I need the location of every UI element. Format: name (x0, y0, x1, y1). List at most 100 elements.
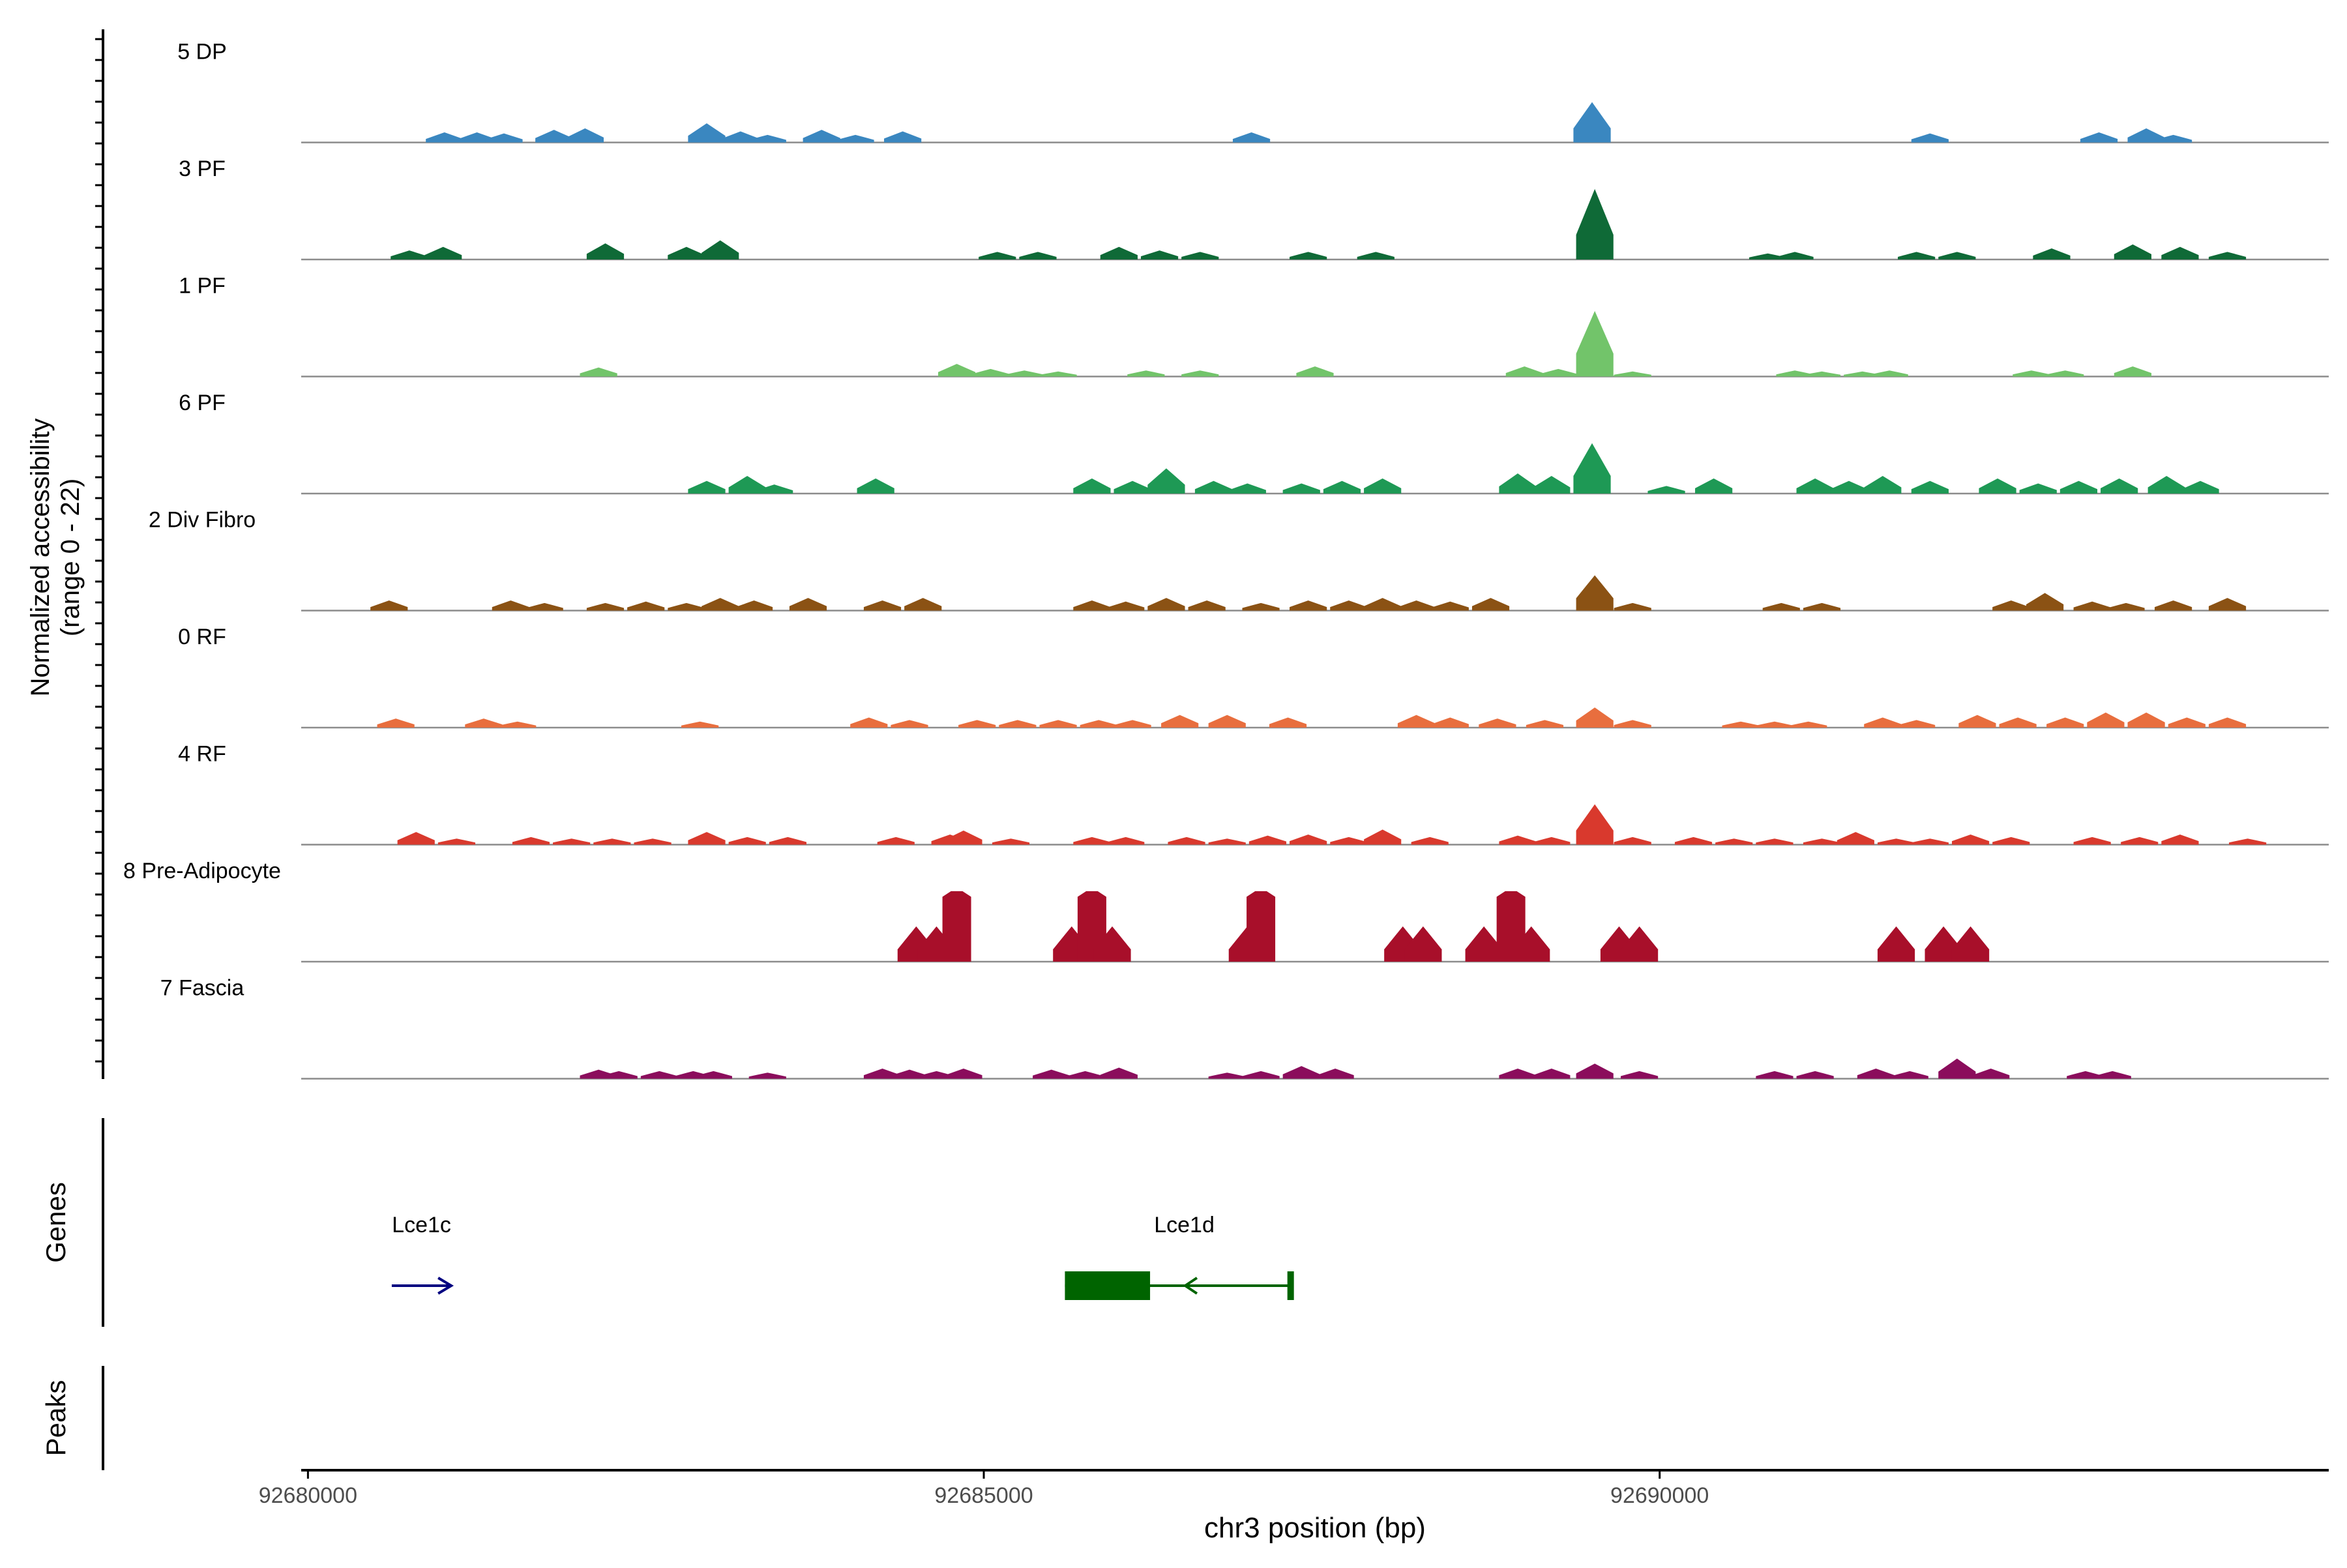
gene-arrow (437, 1277, 454, 1295)
coverage-peak (1756, 721, 1793, 728)
coverage-peak (1107, 601, 1145, 611)
coverage-peak (1140, 250, 1179, 259)
coverage-peak (2208, 252, 2247, 259)
coverage-peak (728, 475, 766, 494)
coverage-peak (1756, 838, 1793, 845)
coverage-peak (525, 602, 563, 611)
coverage-peak (1614, 371, 1651, 377)
coverage-peak (1576, 575, 1614, 611)
coverage-peak (2114, 244, 2151, 259)
coverage-peak (2019, 483, 2057, 494)
coverage-peak (397, 832, 435, 845)
coverage-peak (1864, 475, 1902, 494)
coverage-peak (1864, 717, 1902, 728)
x-axis-title: chr3 position (bp) (1204, 1512, 1426, 1544)
coverage-peak (688, 481, 726, 494)
coverage-peak (1796, 478, 1834, 494)
coverage-peak (1499, 1069, 1537, 1079)
coverage-peak (1431, 601, 1469, 611)
coverage-peak (2208, 717, 2247, 728)
coverage-peak (1282, 483, 1320, 494)
coverage-peak (1762, 602, 1800, 611)
coverage-peak (1247, 891, 1276, 962)
track-label: 4 RF (178, 742, 226, 767)
coverage-peak (1837, 832, 1874, 845)
coverage-peak (1911, 133, 1949, 143)
coverage-peak (1005, 370, 1043, 377)
coverage-peak (1674, 836, 1713, 845)
coverage-peak (465, 718, 503, 728)
coverage-peak (1364, 598, 1402, 611)
coverage-peak (1290, 600, 1327, 611)
coverage-peak (1576, 804, 1614, 845)
coverage-peak (945, 1069, 982, 1079)
coverage-peak (640, 1071, 679, 1079)
coverage-peak (1576, 311, 1614, 377)
coverage-peak (701, 598, 739, 611)
coverage-peak (863, 600, 902, 611)
coverage-peak (1790, 721, 1827, 728)
coverage-peak (593, 838, 631, 845)
gene-Lce1c: Lce1c (391, 1213, 454, 1295)
coverage-peak (891, 720, 928, 728)
coverage-peak (2073, 836, 2111, 845)
x-tick-label: 92685000 (934, 1483, 1033, 1508)
coverage-peak (2121, 836, 2159, 845)
coverage-peak (2127, 712, 2165, 728)
coverage-peak (1911, 481, 1949, 494)
coverage-peak (1290, 835, 1327, 845)
coverage-peak (1093, 926, 1131, 962)
coverage-peak (1776, 252, 1814, 259)
coverage-peak (1958, 715, 1996, 728)
coverage-peak (958, 720, 996, 728)
coverage-peak (2059, 481, 2098, 494)
coverage-peak (2087, 712, 2125, 728)
coverage-peak (424, 246, 462, 259)
coverage-peak (694, 1071, 732, 1079)
coverage-peak (2154, 600, 2192, 611)
coverage-peak (1756, 1071, 1793, 1079)
coverage-peak (735, 600, 773, 611)
coverage-peak (1539, 368, 1577, 377)
coverage-peak (789, 598, 827, 611)
track-label: 3 PF (179, 156, 226, 181)
coverage-peak (1614, 602, 1651, 611)
coverage-peak (1614, 836, 1651, 845)
coverage-peak (1208, 715, 1246, 728)
coverage-peak (1533, 836, 1571, 845)
coverage-peak (1296, 366, 1334, 377)
coverage-peak (566, 128, 604, 143)
coverage-peak (1951, 835, 1990, 845)
y-axis-ticks (95, 38, 103, 1063)
coverage-peak (1290, 252, 1327, 259)
coverage-peak (634, 838, 672, 845)
coverage-peak (1073, 478, 1111, 494)
coverage-peak (2033, 248, 2071, 259)
coverage-peak (1999, 717, 2037, 728)
coverage-peak (850, 717, 888, 728)
coverage-peak (701, 240, 739, 259)
coverage-peak (1100, 246, 1138, 259)
coverage-peak (877, 836, 915, 845)
coverage-peak (1411, 836, 1449, 845)
coverage-peak (1039, 371, 1077, 377)
y-axis-title: Normalized accessibility (range 0 - 22) (26, 419, 85, 697)
gene-arrow (1183, 1277, 1198, 1295)
coverage-peak (1316, 1069, 1354, 1079)
coverage-peak (1505, 366, 1543, 377)
coverage-peak (2161, 835, 2199, 845)
x-axis-ticks: 92680000 92685000 92690000 (259, 1470, 1709, 1508)
coverage-peak (1911, 838, 1949, 845)
coverage-peak (586, 243, 625, 259)
coverage-peak (1330, 836, 1368, 845)
y-axis-title-line2: (range 0 - 22) (56, 479, 85, 636)
coverage-peak (937, 364, 976, 377)
coverage-peak (1208, 838, 1246, 845)
coverage-peak (535, 130, 573, 143)
coverage-peak (2046, 370, 2084, 377)
coverage-peak (1870, 370, 1908, 377)
coverage-peak (1323, 481, 1361, 494)
coverage-peak (688, 832, 726, 845)
track-8: 7 Fascia (160, 976, 2329, 1080)
